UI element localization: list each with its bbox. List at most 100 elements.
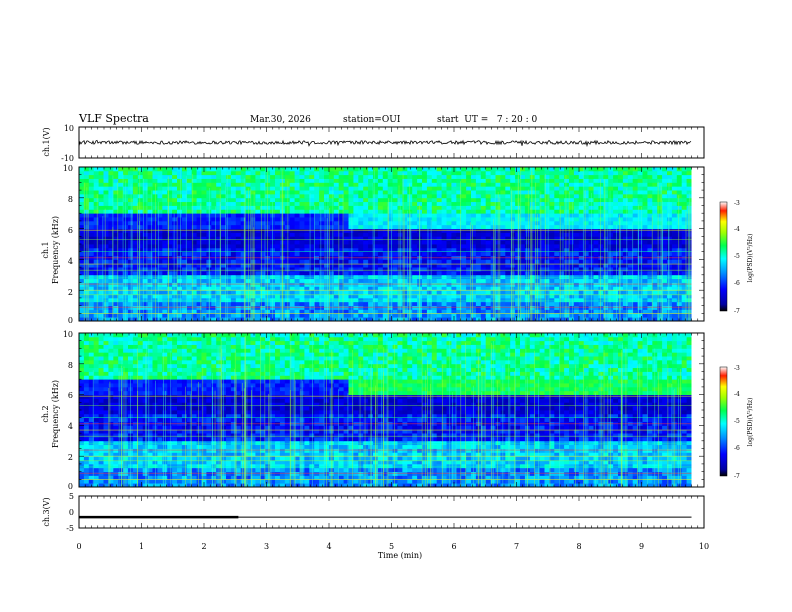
ch1-ytick-top: 10 (64, 124, 74, 133)
spectrogram-cell (480, 305, 487, 310)
spectrogram-cell (573, 193, 580, 199)
spectrogram-cell (578, 232, 585, 237)
spectrogram-cell (221, 201, 227, 206)
spectrogram-cell (485, 217, 491, 222)
spectrogram-cell (564, 217, 570, 222)
spectrogram-cell (431, 305, 438, 310)
spectrogram-cell (93, 290, 99, 295)
spectrogram-cell (230, 217, 237, 222)
spectrogram-cell (632, 240, 638, 245)
spectrogram-cell (260, 301, 266, 306)
spectrogram-cell (343, 217, 349, 222)
spectrogram-cell (662, 228, 668, 233)
spectrogram-cell (142, 290, 148, 295)
spectrogram-cell (260, 286, 266, 291)
spectrogram-cell (255, 232, 261, 237)
spectrogram-cell (382, 186, 389, 191)
spectrogram-cell (431, 301, 438, 306)
spectrogram-cell (676, 174, 683, 179)
spectrogram-cell (681, 297, 687, 303)
spectrogram-cell (451, 247, 457, 253)
spectrogram-cell (657, 224, 663, 229)
spectrogram-cell (79, 170, 85, 176)
spectrogram-cell (172, 290, 178, 295)
spectrogram-cell (652, 251, 658, 256)
spectrogram-cell (343, 267, 349, 272)
spectrogram-cell (559, 251, 565, 256)
spectrogram-cell (196, 190, 202, 195)
spectrogram-cell (539, 205, 545, 210)
spectrogram-cell (353, 178, 359, 183)
spectrogram-cell (480, 247, 487, 253)
spectrogram-cell (686, 178, 692, 183)
spectrogram-cell (265, 309, 271, 314)
spectrogram-cell (147, 220, 153, 226)
spectrogram-cell (671, 251, 678, 256)
spectrogram-cell (314, 174, 320, 179)
spectrogram-cell (177, 174, 183, 179)
spectrogram-cell (431, 224, 438, 229)
spectrogram-cell (137, 217, 144, 222)
spectrogram-cell (402, 267, 408, 272)
spectrogram-cell (490, 209, 496, 214)
spectrogram-cell (593, 267, 599, 272)
spectrogram-cell (226, 267, 232, 272)
spectrogram-cell (338, 209, 344, 214)
spectrogram-cell (441, 317, 447, 322)
spectrogram-cell (422, 274, 428, 280)
spectrogram-cell (275, 294, 281, 299)
spectrogram-cell (128, 209, 134, 214)
spectrogram-cell (402, 294, 408, 299)
spectrogram-cell (573, 178, 580, 183)
spectrogram-cell (333, 278, 340, 283)
spectrogram-cell (657, 259, 663, 264)
spectrogram-cell (304, 174, 310, 179)
spectrogram-cell (397, 294, 403, 299)
spectrogram-cell (172, 170, 178, 176)
spectrogram-cell (524, 190, 531, 195)
spectrogram-cell (93, 263, 99, 268)
spectrogram-cell (480, 317, 487, 322)
spectrogram-cell (593, 263, 599, 268)
spectrogram-cell (578, 278, 585, 283)
spectrogram-cell (113, 309, 119, 314)
spectrogram-cell (368, 213, 374, 218)
spectrogram-cell (177, 240, 183, 245)
spectrogram-cell (132, 267, 139, 272)
spectrogram-cell (436, 174, 442, 179)
spectrogram-cell (172, 174, 178, 179)
spectrogram-cell (255, 297, 261, 303)
spectrogram-cell (632, 274, 638, 280)
spectrogram-cell (304, 228, 310, 233)
spectrogram-cell (191, 274, 197, 280)
spectrogram-cell (181, 182, 188, 187)
spectrogram-cell (167, 182, 173, 187)
spectrogram-cell (412, 267, 418, 272)
spectrogram-cell (162, 232, 168, 237)
spectrogram-cell (456, 197, 462, 203)
spectrogram-cell (431, 263, 438, 268)
spectrogram-cell (446, 247, 452, 253)
spectrogram-cell (426, 305, 433, 310)
spectrogram-cell (88, 190, 95, 195)
spectrogram-cell (142, 220, 148, 226)
spectrogram-cell (221, 267, 227, 272)
spectrogram-cell (260, 313, 266, 318)
spectrogram-cell (426, 224, 433, 229)
spectrogram-cell (539, 297, 545, 303)
spectrogram-cell (475, 278, 482, 283)
spectrogram-cell (382, 294, 389, 299)
spectrogram-cell (186, 209, 193, 214)
spectrogram-cell (333, 209, 340, 214)
spectrogram-cell (363, 313, 369, 318)
spectrogram-cell (529, 274, 536, 280)
spectrogram-cell (368, 240, 374, 245)
spectrogram-cell (206, 174, 212, 179)
spectrogram-cell (299, 313, 305, 318)
spectrogram-cell (549, 313, 555, 318)
spectrogram-cell (157, 309, 163, 314)
spectrogram-cell (98, 247, 104, 253)
spectrogram-cell (226, 247, 232, 253)
spectrogram-cell (157, 232, 163, 237)
spectrogram-cell (98, 186, 104, 191)
